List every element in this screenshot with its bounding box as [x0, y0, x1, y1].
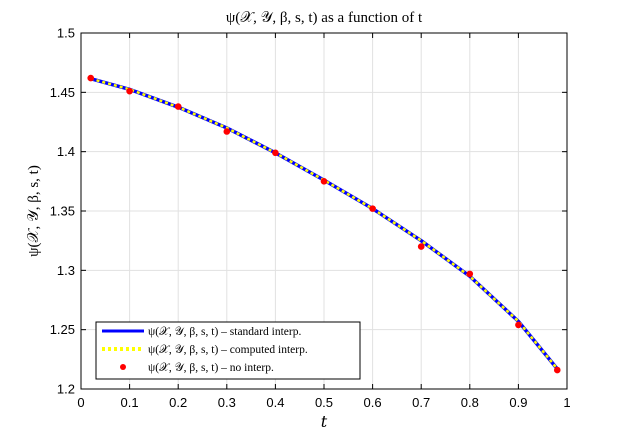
- y-tick-label: 1.25: [50, 322, 75, 337]
- data-point-no-interp: [320, 178, 328, 185]
- data-point-no-interp: [272, 149, 279, 157]
- legend-label-no-interp: ψ(𝒳, 𝒴, β, s, t) – no interp.: [148, 362, 274, 374]
- x-tick-label: 0: [77, 395, 84, 410]
- data-point-no-interp: [466, 270, 474, 278]
- y-tick-label: 1.5: [57, 26, 75, 41]
- y-tick-label: 1.45: [50, 85, 75, 100]
- data-point-no-interp: [87, 74, 95, 82]
- x-tick-label: 0.2: [169, 395, 187, 410]
- chart-title: ψ(𝒳, 𝒴, β, s, t) as a function of t: [226, 10, 423, 26]
- x-tick-label: 0.3: [218, 395, 236, 410]
- data-point-no-interp: [223, 128, 231, 135]
- series-layer: [87, 74, 561, 374]
- data-point-no-interp: [174, 103, 182, 110]
- data-point-no-interp: [126, 87, 133, 95]
- x-tick-label: 1: [563, 395, 570, 410]
- data-point-no-interp: [515, 321, 522, 329]
- x-tick-label: 0.9: [509, 395, 527, 410]
- series-line-computed-interp: [90, 77, 559, 370]
- legend-label-computed: ψ(𝒳, 𝒴, β, s, t) – computed interp.: [148, 344, 308, 356]
- y-tick-label: 1.3: [57, 263, 75, 278]
- legend-swatch-no-interp: [120, 364, 126, 370]
- x-tick-label: 0.6: [364, 395, 382, 410]
- data-point-no-interp: [553, 366, 561, 374]
- legend: ψ(𝒳, 𝒴, β, s, t) – standard interp. ψ(𝒳,…: [95, 321, 361, 380]
- legend-label-standard: ψ(𝒳, 𝒴, β, s, t) – standard interp.: [148, 326, 301, 338]
- x-tick-label: 0.5: [315, 395, 333, 410]
- y-axis-label: ψ(𝒳, 𝒴, β, s, t): [26, 165, 42, 257]
- y-tick-label: 1.35: [50, 204, 75, 219]
- y-tick-label: 1.2: [57, 382, 75, 397]
- data-point-no-interp: [369, 205, 376, 212]
- x-tick-label: 0.7: [412, 395, 430, 410]
- x-axis-label: t: [321, 412, 328, 431]
- x-tick-label: 0.4: [266, 395, 284, 410]
- data-point-no-interp: [417, 243, 425, 250]
- x-tick-label: 0.8: [461, 395, 479, 410]
- axis-ticks: 0 0.1 0.2 0.3 0.4 0.5 0.6 0.7 0.8 0.9 1 1.2 1.25 1.3 1…: [50, 26, 571, 411]
- x-tick-label: 0.1: [121, 395, 139, 410]
- y-tick-label: 1.4: [57, 144, 75, 159]
